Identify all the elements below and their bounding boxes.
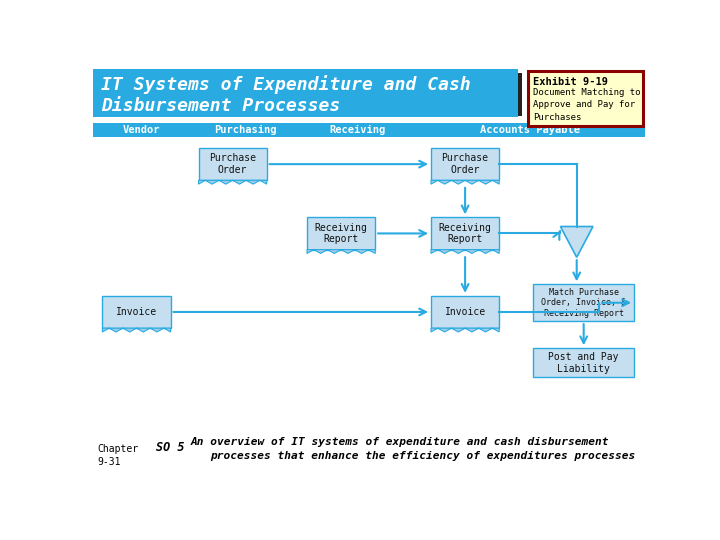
Text: Invoice: Invoice <box>116 307 157 317</box>
Polygon shape <box>307 249 375 253</box>
FancyBboxPatch shape <box>199 148 266 180</box>
Text: Accounts Payable: Accounts Payable <box>480 125 580 135</box>
Text: Chapter
9-31: Chapter 9-31 <box>98 444 139 467</box>
Polygon shape <box>431 249 499 253</box>
FancyBboxPatch shape <box>307 217 375 249</box>
Text: Vendor: Vendor <box>123 125 161 135</box>
Polygon shape <box>199 180 266 184</box>
FancyBboxPatch shape <box>93 69 518 117</box>
Text: Exhibit 9-19: Exhibit 9-19 <box>534 77 608 87</box>
Text: Post and Pay
Liability: Post and Pay Liability <box>549 352 619 374</box>
Text: Purchase
Order: Purchase Order <box>209 153 256 175</box>
Polygon shape <box>102 328 171 332</box>
FancyBboxPatch shape <box>431 217 499 249</box>
Polygon shape <box>431 328 499 332</box>
Text: An overview of IT systems of expenditure and cash disbursement: An overview of IT systems of expenditure… <box>191 437 609 447</box>
FancyBboxPatch shape <box>431 148 499 180</box>
Text: SO 5: SO 5 <box>156 441 184 454</box>
FancyBboxPatch shape <box>528 71 642 126</box>
FancyBboxPatch shape <box>534 348 634 377</box>
Text: Purchasing: Purchasing <box>214 125 276 135</box>
Text: Disbursement Processes: Disbursement Processes <box>101 97 340 116</box>
Text: IT Systems of Expenditure and Cash: IT Systems of Expenditure and Cash <box>101 75 471 94</box>
Polygon shape <box>560 226 593 257</box>
Text: Invoice: Invoice <box>444 307 486 317</box>
FancyBboxPatch shape <box>93 123 645 137</box>
FancyBboxPatch shape <box>102 296 171 328</box>
FancyBboxPatch shape <box>431 296 499 328</box>
Polygon shape <box>431 180 499 184</box>
FancyBboxPatch shape <box>534 284 634 321</box>
Text: Receiving
Report: Receiving Report <box>438 222 492 244</box>
Text: Purchase
Order: Purchase Order <box>441 153 489 175</box>
Text: Match Purchase
Order, Invoice, &
Receiving Report: Match Purchase Order, Invoice, & Receivi… <box>541 288 626 318</box>
Text: Receiving
Report: Receiving Report <box>315 222 367 244</box>
FancyBboxPatch shape <box>516 72 522 116</box>
Text: Document Matching to
Approve and Pay for
Purchases: Document Matching to Approve and Pay for… <box>534 88 641 122</box>
Text: Receiving: Receiving <box>329 125 385 135</box>
Text: processes that enhance the efficiency of expenditures processes: processes that enhance the efficiency of… <box>210 451 635 461</box>
